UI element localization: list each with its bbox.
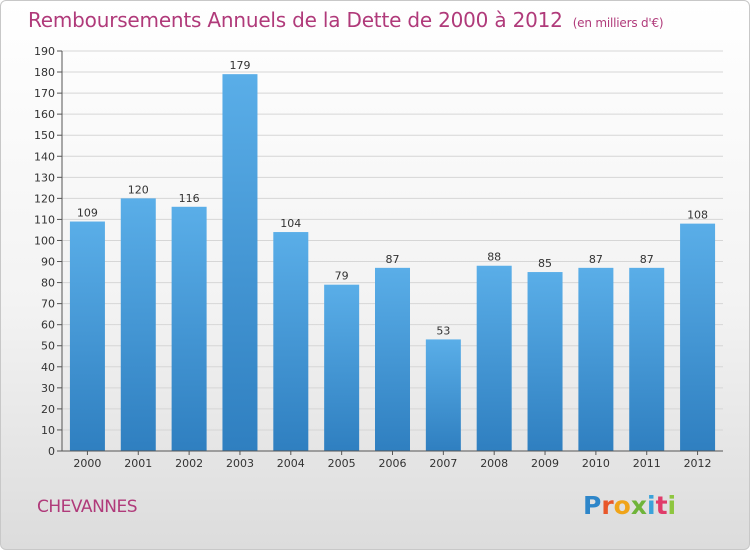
y-tick-label: 90 [41,256,55,269]
x-tick-label-2003: 2003 [226,457,254,470]
y-tick-label: 30 [41,382,55,395]
value-label-2011: 87 [640,253,654,266]
axes: 0 10 20 30 40 50 60 70 80 90 100 110 120 130 140 150 160… [34,45,723,470]
x-tick-label-2005: 2005 [328,457,356,470]
value-label-2003: 179 [229,59,250,72]
y-tick-label: 0 [48,445,55,458]
bar-2001 [120,198,156,451]
y-tick-label: 170 [34,87,55,100]
value-label-2001: 120 [128,183,149,196]
bar-2003 [222,74,258,451]
value-label-2004: 104 [280,217,301,230]
x-tick-label-2000: 2000 [73,457,101,470]
bar-2006 [375,267,410,451]
chart-title: Remboursements Annuels de la Dette de 20… [28,8,664,32]
value-labels: 109 120 116 179 104 79 87 53 88 85 87 87 108 [77,59,708,337]
x-tick-label-2006: 2006 [379,457,407,470]
y-tick-label: 110 [34,213,55,226]
x-tick-label-2001: 2001 [124,457,152,470]
value-label-2012: 108 [687,209,708,222]
bar-2004 [273,232,309,451]
value-label-2002: 116 [179,192,200,205]
y-tick-label: 130 [34,171,55,184]
bar-2010 [578,267,614,451]
proxiti-logo[interactable]: Proxiti [583,491,677,520]
y-tick-label: 180 [34,66,55,79]
y-tick-label: 70 [41,298,55,311]
value-label-2010: 87 [589,253,603,266]
bar-2012 [680,223,716,451]
y-tick-label: 120 [34,192,55,205]
x-tick-label-2012: 2012 [684,457,712,470]
x-tick-label-2004: 2004 [277,457,305,470]
city-name: CHEVANNES [37,497,138,517]
y-tick-label: 20 [41,403,55,416]
value-label-2009: 85 [538,257,552,270]
y-tick-label: 190 [34,45,55,58]
y-tick-label: 40 [41,361,55,374]
x-tick-label-2007: 2007 [429,457,457,470]
y-tick-label: 80 [41,277,55,290]
bars [69,74,716,451]
value-label-2005: 79 [335,270,349,283]
x-tick-label-2010: 2010 [582,457,610,470]
y-tick-label: 60 [41,319,55,332]
bar-2007 [425,339,461,451]
bar-2011 [629,267,665,451]
chart-title-text: Remboursements Annuels de la Dette de 20… [28,8,563,32]
y-tick-label: 100 [34,234,55,247]
bar-2005 [324,284,360,451]
value-label-2006: 87 [386,253,400,266]
bar-2009 [527,272,563,451]
y-tick-label: 160 [34,108,55,121]
y-tick-label: 10 [41,424,55,437]
bar-2000 [69,221,105,451]
x-tick-label-2009: 2009 [531,457,559,470]
x-tick-label-2002: 2002 [175,457,203,470]
y-tick-label: 50 [41,340,55,353]
value-label-2007: 53 [436,324,450,337]
bar-2002 [171,206,207,451]
y-tick-label: 140 [34,150,55,163]
value-label-2000: 109 [77,207,98,220]
value-label-2008: 88 [487,251,501,264]
y-tick-label: 150 [34,129,55,142]
bar-2008 [476,265,512,451]
chart-unit: (en milliers d'€) [572,16,664,30]
x-tick-label-2011: 2011 [633,457,661,470]
x-tick-label-2008: 2008 [480,457,508,470]
